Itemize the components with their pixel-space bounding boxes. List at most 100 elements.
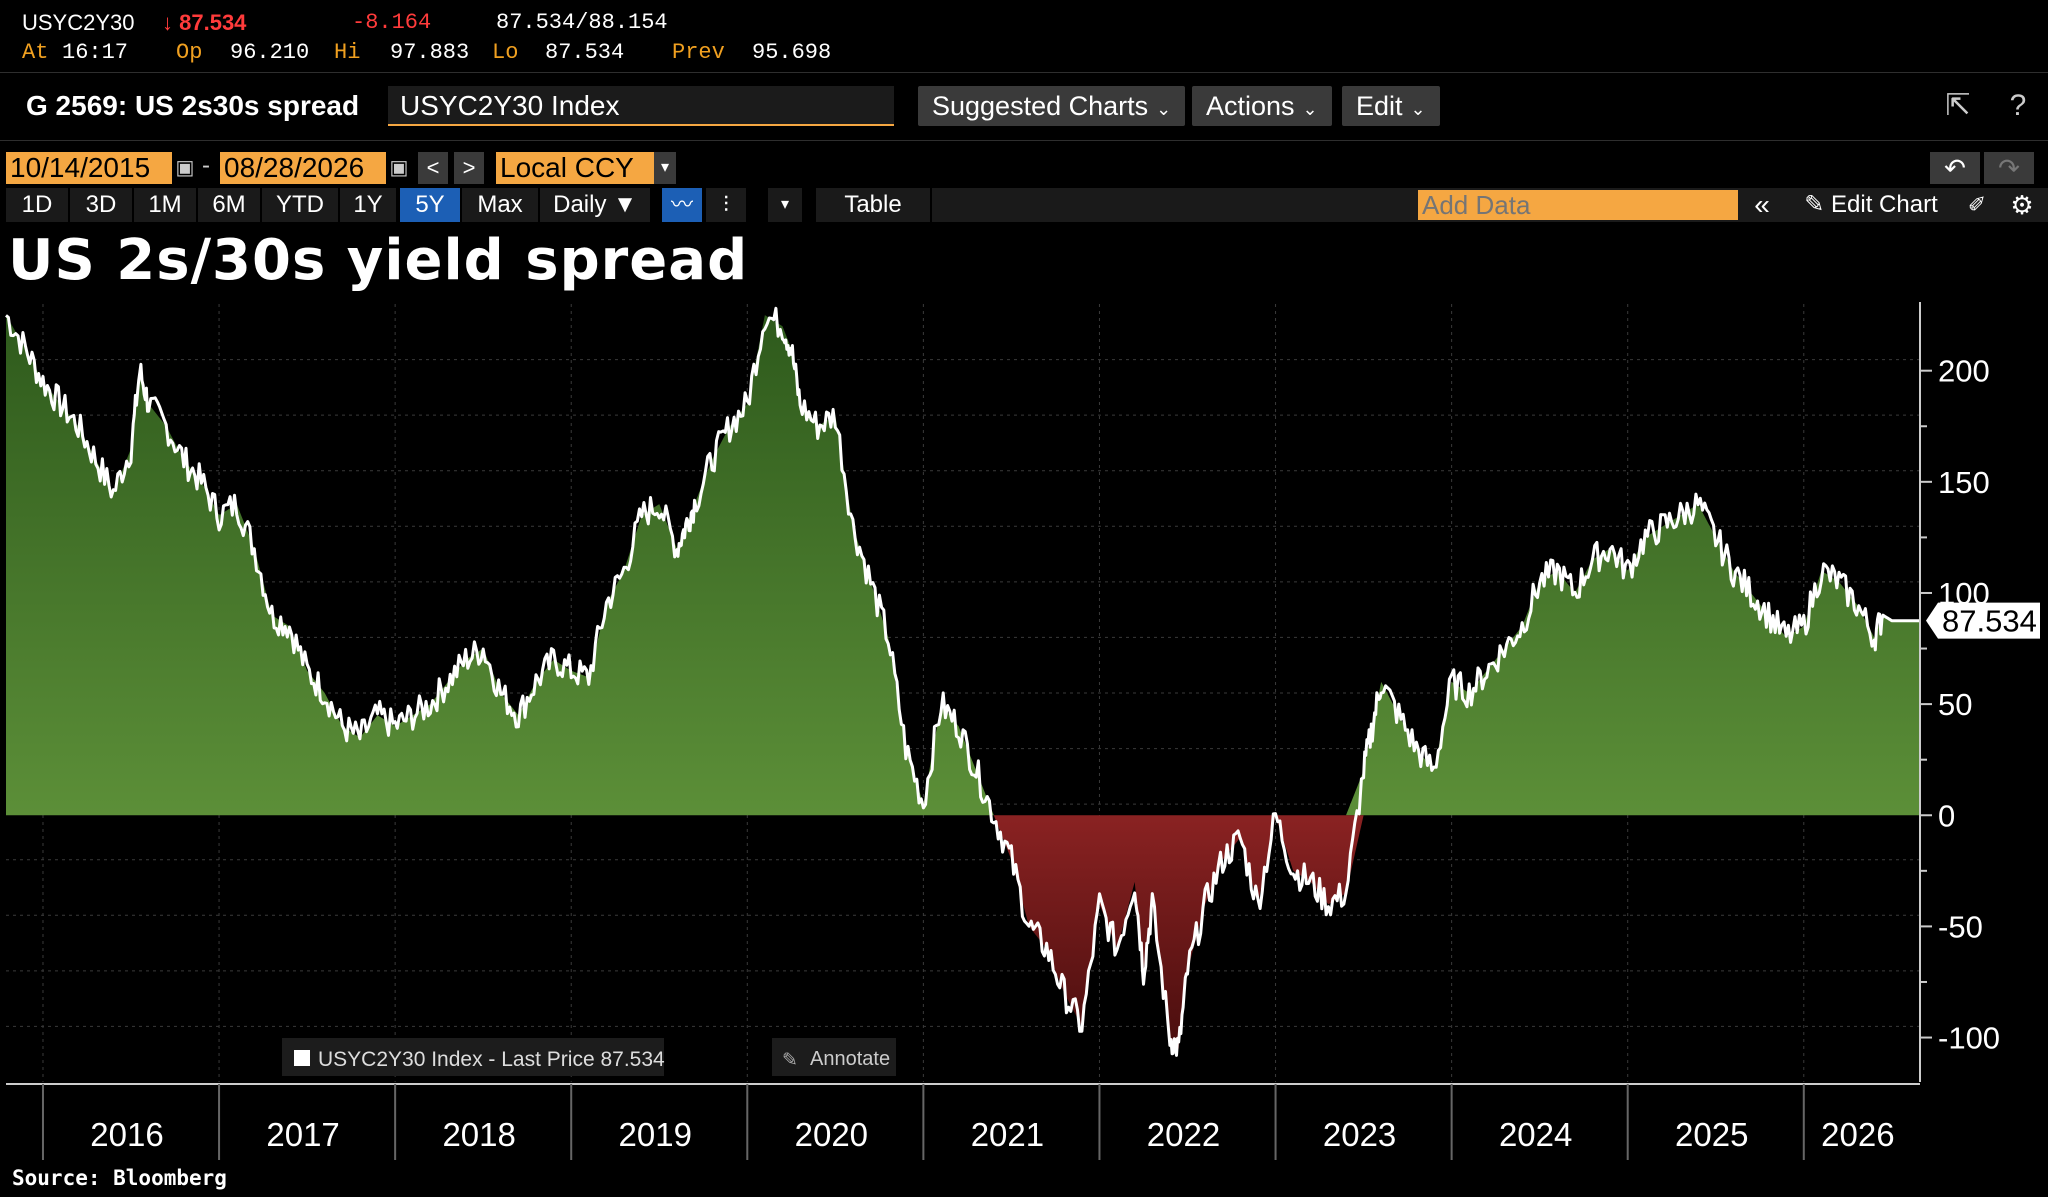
line-chart-icon[interactable]: 〰 <box>662 188 702 222</box>
calendar-icon[interactable]: ▣ <box>174 152 196 184</box>
add-data-input[interactable] <box>1418 190 1738 220</box>
y-tick-label: -50 <box>1938 909 1983 944</box>
chevron-down-icon: ⌄ <box>1156 99 1172 119</box>
pencil-icon: ✎ <box>1804 191 1832 218</box>
actions-button[interactable]: Actions ⌄ <box>1192 86 1332 126</box>
range-ytd[interactable]: YTD <box>262 188 338 222</box>
x-tick-label: 2024 <box>1499 1116 1572 1153</box>
quote-header: USYC2Y30 ↓ 87.534 -8.164 87.534/88.154 A… <box>0 0 2048 72</box>
prev-value: 95.698 <box>752 40 832 65</box>
x-tick-label: 2026 <box>1821 1116 1894 1153</box>
area-fill <box>6 315 1920 1049</box>
next-period-icon[interactable]: > <box>454 152 484 184</box>
legend-swatch <box>294 1050 310 1066</box>
frequency-select[interactable]: Daily ▼ <box>540 188 650 222</box>
suggested-charts-label: Suggested Charts <box>932 91 1149 121</box>
high-label: Hi <box>334 40 361 65</box>
edit-label: Edit <box>1356 91 1403 121</box>
date-controls: 10/14/2015 ▣ - 08/28/2026 ▣ < > Local CC… <box>0 150 2048 186</box>
start-date-input[interactable]: 10/14/2015 <box>6 152 172 184</box>
range-3d[interactable]: 3D <box>70 188 132 222</box>
security-input[interactable]: USYC2Y30 Index <box>388 86 894 126</box>
title-bar: G 2569: US 2s30s spread USYC2Y30 Index S… <box>0 74 2048 138</box>
range-1m[interactable]: 1M <box>134 188 196 222</box>
y-tick-label: 200 <box>1938 354 1990 389</box>
annotate-button[interactable] <box>772 1038 896 1076</box>
last-price-value: 87.534 <box>179 10 247 35</box>
pencil-icon: ✎ <box>782 1049 798 1071</box>
y-tick-label: -100 <box>1938 1021 2000 1056</box>
range-6m[interactable]: 6M <box>198 188 260 222</box>
x-tick-label: 2016 <box>90 1116 163 1153</box>
source-note: Source: Bloomberg <box>12 1166 227 1190</box>
x-tick-label: 2019 <box>619 1116 692 1153</box>
chart-title: US 2s/30s yield spread <box>8 228 749 293</box>
negative-area <box>6 815 1920 1049</box>
legend-box[interactable] <box>282 1038 664 1076</box>
graph-title: G 2569: US 2s30s spread <box>26 90 360 121</box>
edit-chart-button[interactable]: ✎ Edit Chart <box>1788 188 1954 222</box>
gear-icon[interactable]: ⚙ <box>2010 190 2034 220</box>
last-value-label: 87.534 <box>1942 604 2037 639</box>
bar-chart-icon[interactable]: ⫶ <box>706 188 746 222</box>
actions-label: Actions <box>1206 91 1295 121</box>
prev-label: Prev <box>672 40 725 65</box>
high-value: 97.883 <box>390 40 470 65</box>
y-tick-label: 150 <box>1938 465 1990 500</box>
calendar-icon[interactable]: ▣ <box>388 152 410 184</box>
table-button[interactable]: Table <box>816 188 930 222</box>
chevron-down-icon[interactable]: ▾ <box>768 188 802 222</box>
open-label: Op <box>176 40 203 65</box>
down-arrow-icon: ↓ <box>162 10 180 35</box>
x-tick-label: 2022 <box>1147 1116 1220 1153</box>
at-time: 16:17 <box>62 40 129 65</box>
x-tick-label: 2025 <box>1675 1116 1748 1153</box>
last-value-tag <box>1926 602 2040 639</box>
prev-period-icon[interactable]: < <box>418 152 448 184</box>
open-value: 96.210 <box>230 40 310 65</box>
divider <box>0 72 2048 73</box>
y-tick-label: 50 <box>1938 687 1972 722</box>
suggested-charts-button[interactable]: Suggested Charts ⌄ <box>918 86 1186 126</box>
undo-icon[interactable]: ↶ <box>1930 152 1980 184</box>
divider <box>0 140 2048 141</box>
chevron-down-icon: ⌄ <box>1410 99 1426 119</box>
x-tick-label: 2018 <box>442 1116 515 1153</box>
x-tick-label: 2017 <box>266 1116 339 1153</box>
caret-down-icon: ▼ <box>613 191 637 218</box>
export-icon[interactable]: ⇱ <box>1945 89 1971 122</box>
range-controls: 1D 3D 1M 6M YTD 1Y 5Y Max Daily ▼ 〰 ⫶ ▾ … <box>0 188 2048 224</box>
x-tick-label: 2020 <box>795 1116 868 1153</box>
series-line <box>5 306 1921 1057</box>
currency-select[interactable]: Local CCY <box>496 152 654 184</box>
range-1d[interactable]: 1D <box>6 188 68 222</box>
bid-ask: 87.534/88.154 <box>496 10 668 35</box>
range-1y[interactable]: 1Y <box>340 188 396 222</box>
x-tick-label: 2023 <box>1323 1116 1396 1153</box>
date-separator: - <box>202 152 210 179</box>
net-change: -8.164 <box>352 10 432 35</box>
low-value: 87.534 <box>545 40 625 65</box>
at-label: At <box>22 40 49 65</box>
chevron-down-icon[interactable]: ▾ <box>654 152 676 184</box>
low-label: Lo <box>492 40 519 65</box>
range-max[interactable]: Max <box>462 188 538 222</box>
edit-button[interactable]: Edit ⌄ <box>1342 86 1440 126</box>
collapse-icon[interactable]: « <box>1754 189 1770 220</box>
help-icon[interactable]: ? <box>2009 89 2027 122</box>
chevron-down-icon: ⌄ <box>1302 99 1318 119</box>
last-price: ↓ 87.534 <box>162 10 246 36</box>
range-5y[interactable]: 5Y <box>400 188 460 222</box>
positive-area <box>6 315 1920 816</box>
frequency-label: Daily <box>553 191 607 218</box>
annotation-icon[interactable]: ✐ <box>1967 192 1987 217</box>
end-date-input[interactable]: 08/28/2026 <box>220 152 386 184</box>
x-tick-label: 2021 <box>971 1116 1044 1153</box>
legend-label: USYC2Y30 Index - Last Price 87.534 <box>318 1048 665 1071</box>
redo-icon[interactable]: ↷ <box>1984 152 2034 184</box>
annotate-label: Annotate <box>810 1048 890 1070</box>
legend[interactable]: USYC2Y30 Index - Last Price 87.534 ✎ Annot… <box>282 1038 896 1076</box>
edit-chart-label: Edit Chart <box>1831 191 1938 218</box>
series-line-path <box>5 306 1921 1057</box>
